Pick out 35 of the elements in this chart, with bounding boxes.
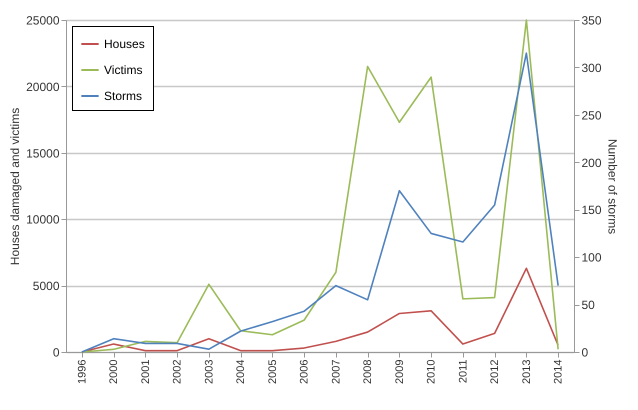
y-tick-label: 25000: [26, 14, 60, 28]
legend-label: Storms: [104, 89, 142, 103]
legend-label: Victims: [104, 63, 142, 77]
y2-tick-label: 100: [582, 250, 602, 265]
y-tick-label: 0: [52, 346, 60, 360]
y2-tick-label: 200: [582, 156, 602, 170]
x-tick-label: 2004: [235, 360, 248, 384]
x-tick-label: 2006: [298, 360, 311, 384]
x-tick-label: 2005: [266, 360, 279, 384]
y-axis-title: Houses damaged and victims: [8, 108, 22, 266]
x-tick-label: 1996: [76, 360, 88, 384]
x-tick-label: 2008: [362, 360, 374, 384]
y-tick-label: 20000: [26, 80, 60, 94]
x-tick-label: 2012: [489, 360, 502, 384]
y2-tick-label: 350: [582, 14, 602, 28]
x-tick-label: 2000: [108, 360, 120, 384]
y2-axis-title: Number of storms: [606, 138, 620, 234]
y-tick-label: 5000: [32, 279, 60, 294]
x-tick-label: 2003: [203, 360, 216, 384]
y2-tick-label: 150: [582, 203, 602, 218]
x-tick-label: 2010: [426, 360, 438, 384]
x-tick-label: 2013: [520, 360, 533, 384]
legend-label: Houses: [104, 37, 145, 51]
y2-tick-label: 50: [582, 298, 596, 312]
y2-tick-label: 0: [582, 346, 588, 360]
x-tick-label: 2001: [140, 360, 152, 384]
x-tick-label: 2011: [457, 360, 470, 384]
y-tick-label: 15000: [26, 146, 60, 160]
x-tick-label: 2014: [552, 360, 565, 384]
x-tick-label: 2009: [394, 360, 406, 384]
x-tick-label: 2007: [330, 360, 342, 384]
y2-tick-label: 250: [582, 108, 602, 122]
y2-tick-label: 300: [582, 60, 602, 75]
y-tick-label: 10000: [26, 212, 60, 227]
x-tick-label: 2002: [172, 360, 184, 384]
